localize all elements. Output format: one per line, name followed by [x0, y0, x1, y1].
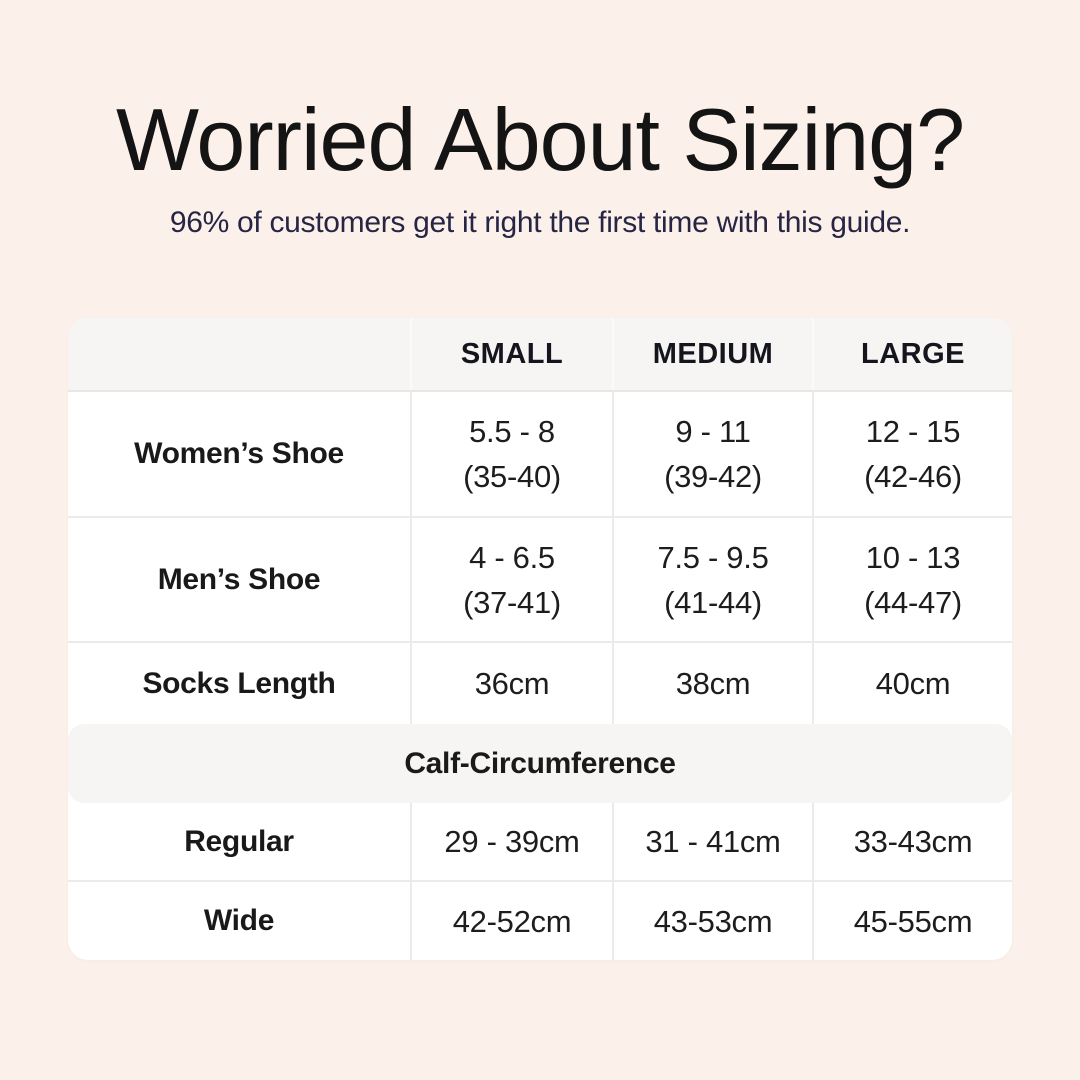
table-cell: 33-43cm [812, 803, 1012, 880]
cell-value-primary: 38cm [675, 666, 751, 701]
cell-value-primary: 5.5 - 8 [469, 414, 555, 449]
cell-value-secondary: (42-46) [864, 459, 962, 494]
size-guide-table: SMALL MEDIUM LARGE Women’s Shoe 5.5 - 8 … [68, 318, 1012, 960]
section-header-calf-circumference: Calf-Circumference [68, 724, 1012, 803]
cell-value-primary: 7.5 - 9.5 [657, 539, 769, 575]
table-row-socks-length: Socks Length 36cm 38cm 40cm [68, 643, 1012, 724]
cell-value-secondary: (44-47) [864, 584, 962, 620]
cell-value-primary: 10 - 13 [865, 539, 961, 575]
row-label-womens-shoe: Women’s Shoe [134, 437, 344, 470]
table-cell: 45-55cm [812, 882, 1012, 960]
table-cell: 40cm [812, 643, 1012, 724]
cell-value-primary: 36cm [474, 666, 550, 701]
table-cell: 5.5 - 8 (35-40) [410, 392, 612, 516]
cell-value-secondary: (37-41) [463, 584, 561, 620]
table-cell: 10 - 13 (44-47) [812, 518, 1012, 641]
column-header-large: LARGE [812, 318, 1012, 390]
cell-value-primary: 33-43cm [853, 824, 973, 859]
cell-value-secondary: (41-44) [664, 584, 762, 620]
row-label-wide: Wide [203, 904, 275, 937]
cell-value-primary: 12 - 15 [865, 414, 961, 449]
page-subtitle: 96% of customers get it right the first … [169, 206, 911, 239]
table-cell: 9 - 11 (39-42) [612, 392, 812, 516]
section-header-label: Calf-Circumference [404, 746, 676, 780]
table-row-regular: Regular 29 - 39cm 31 - 41cm 33-43cm [68, 803, 1012, 882]
table-cell: 42-52cm [410, 882, 612, 960]
table-row-mens-shoe: Men’s Shoe 4 - 6.5 (37-41) 7.5 - 9.5 (41… [68, 518, 1012, 643]
table-row-womens-shoe: Women’s Shoe 5.5 - 8 (35-40) 9 - 11 (39-… [68, 392, 1012, 518]
table-cell: 43-53cm [612, 882, 812, 960]
table-cell: 36cm [410, 643, 612, 724]
table-header-row: SMALL MEDIUM LARGE [68, 318, 1012, 392]
corner-spacer-cell [68, 318, 410, 390]
cell-value-primary: 31 - 41cm [645, 824, 781, 859]
row-label-mens-shoe: Men’s Shoe [157, 562, 321, 596]
cell-value-primary: 29 - 39cm [444, 824, 580, 859]
table-cell: 12 - 15 (42-46) [812, 392, 1012, 516]
cell-value-primary: 9 - 11 [675, 414, 751, 449]
table-row-wide: Wide 42-52cm 43-53cm 45-55cm [68, 882, 1012, 960]
table-cell: 31 - 41cm [612, 803, 812, 880]
cell-value-primary: 4 - 6.5 [469, 539, 555, 575]
table-cell: 29 - 39cm [410, 803, 612, 880]
row-label-socks-length: Socks Length [142, 666, 336, 700]
page-title: Worried About Sizing? [115, 90, 965, 189]
cell-value-secondary: (35-40) [463, 459, 561, 494]
cell-value-primary: 42-52cm [452, 903, 572, 939]
table-cell: 38cm [612, 643, 812, 724]
column-header-medium: MEDIUM [612, 318, 812, 390]
cell-value-secondary: (39-42) [664, 459, 762, 494]
cell-value-primary: 40cm [875, 666, 951, 701]
cell-value-primary: 45-55cm [853, 903, 973, 939]
column-header-small: SMALL [410, 318, 612, 390]
cell-value-primary: 43-53cm [653, 903, 773, 939]
table-cell: 7.5 - 9.5 (41-44) [612, 518, 812, 641]
row-label-regular: Regular [184, 824, 294, 858]
table-cell: 4 - 6.5 (37-41) [410, 518, 612, 641]
